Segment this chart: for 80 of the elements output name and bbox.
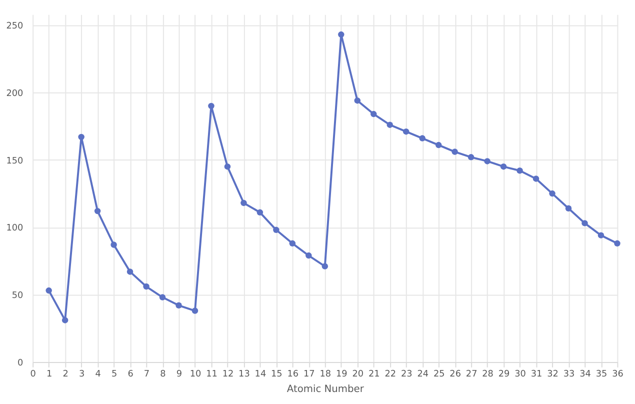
x-tick-label: 25	[433, 369, 445, 380]
y-tick-label: 200	[6, 88, 24, 99]
x-tick-label: 11	[206, 369, 218, 380]
point	[582, 220, 588, 226]
point	[143, 283, 150, 290]
point	[402, 128, 410, 135]
point	[532, 176, 540, 182]
y-tick-label: 150	[6, 156, 24, 166]
point	[516, 168, 523, 174]
x-tick-label: 34	[580, 369, 592, 380]
x-tick-label: 0	[30, 369, 36, 380]
x-tick-label: 31	[530, 369, 542, 380]
x-tick-label: 14	[254, 369, 266, 380]
x-tick-label: 28	[482, 369, 494, 380]
point	[354, 97, 361, 104]
point	[598, 232, 604, 238]
point	[159, 294, 166, 300]
point	[62, 317, 68, 324]
y-tick-label: 100	[6, 224, 24, 234]
point	[306, 252, 312, 259]
x-tick-label: 23	[400, 369, 412, 380]
x-tick-label: 22	[384, 369, 396, 380]
x-tick-label: 10	[190, 369, 202, 380]
point	[370, 110, 377, 118]
point	[208, 102, 214, 110]
point	[565, 205, 572, 212]
x-tick-label: 4	[95, 369, 102, 380]
point	[256, 209, 264, 216]
x-tick-label: 24	[417, 369, 429, 380]
x-tick-label: 20	[352, 369, 364, 380]
point	[273, 226, 280, 234]
point	[549, 190, 556, 197]
point	[126, 268, 134, 275]
point	[94, 208, 101, 214]
point	[452, 148, 458, 155]
x-tick-label: 3	[78, 369, 85, 380]
y-tick-label: 0	[18, 358, 24, 368]
point	[78, 134, 84, 140]
x-tick-label: 12	[222, 369, 234, 380]
x-tick-label: 35	[596, 369, 608, 380]
x-tick-label: 2	[62, 369, 68, 380]
y-tick-label: 50	[12, 291, 24, 302]
x-tick-label: 7	[144, 369, 150, 380]
point	[484, 158, 490, 164]
x-tick-label: 30	[514, 369, 526, 380]
x-tick-label: 15	[271, 369, 282, 380]
x-tick-label: 5	[111, 369, 118, 380]
point	[192, 308, 198, 314]
point	[386, 122, 393, 128]
x-tick-label: 1	[46, 369, 52, 380]
x-axis-title: Atomic Number	[286, 384, 365, 396]
point	[322, 263, 328, 270]
x-tick-label: 27	[466, 369, 478, 380]
point	[289, 240, 296, 247]
point	[435, 142, 442, 148]
y-tick-label: 250	[6, 22, 24, 32]
x-tick-label: 18	[320, 369, 332, 380]
x-tick-label: 16	[287, 369, 299, 380]
point	[468, 154, 474, 160]
x-tick-label: 17	[304, 369, 315, 380]
point	[240, 200, 247, 206]
point	[500, 163, 507, 170]
point	[46, 287, 52, 294]
x-tick-label: 21	[368, 369, 380, 380]
x-tick-label: 29	[498, 369, 510, 380]
point	[614, 240, 620, 247]
point	[224, 163, 231, 170]
point	[176, 302, 182, 308]
x-tick-label: 9	[176, 369, 182, 380]
x-tick-label: 32	[547, 369, 558, 380]
x-tick-label: 13	[238, 369, 250, 380]
point	[338, 31, 344, 38]
x-tick-label: 6	[128, 369, 134, 380]
x-tick-label: 8	[160, 369, 166, 380]
x-tick-label: 36	[612, 369, 624, 380]
x-tick-label: 19	[336, 369, 348, 380]
point	[110, 242, 117, 248]
x-tick-label: 26	[450, 369, 462, 380]
point	[419, 135, 426, 142]
x-tick-label: 33	[563, 369, 575, 380]
